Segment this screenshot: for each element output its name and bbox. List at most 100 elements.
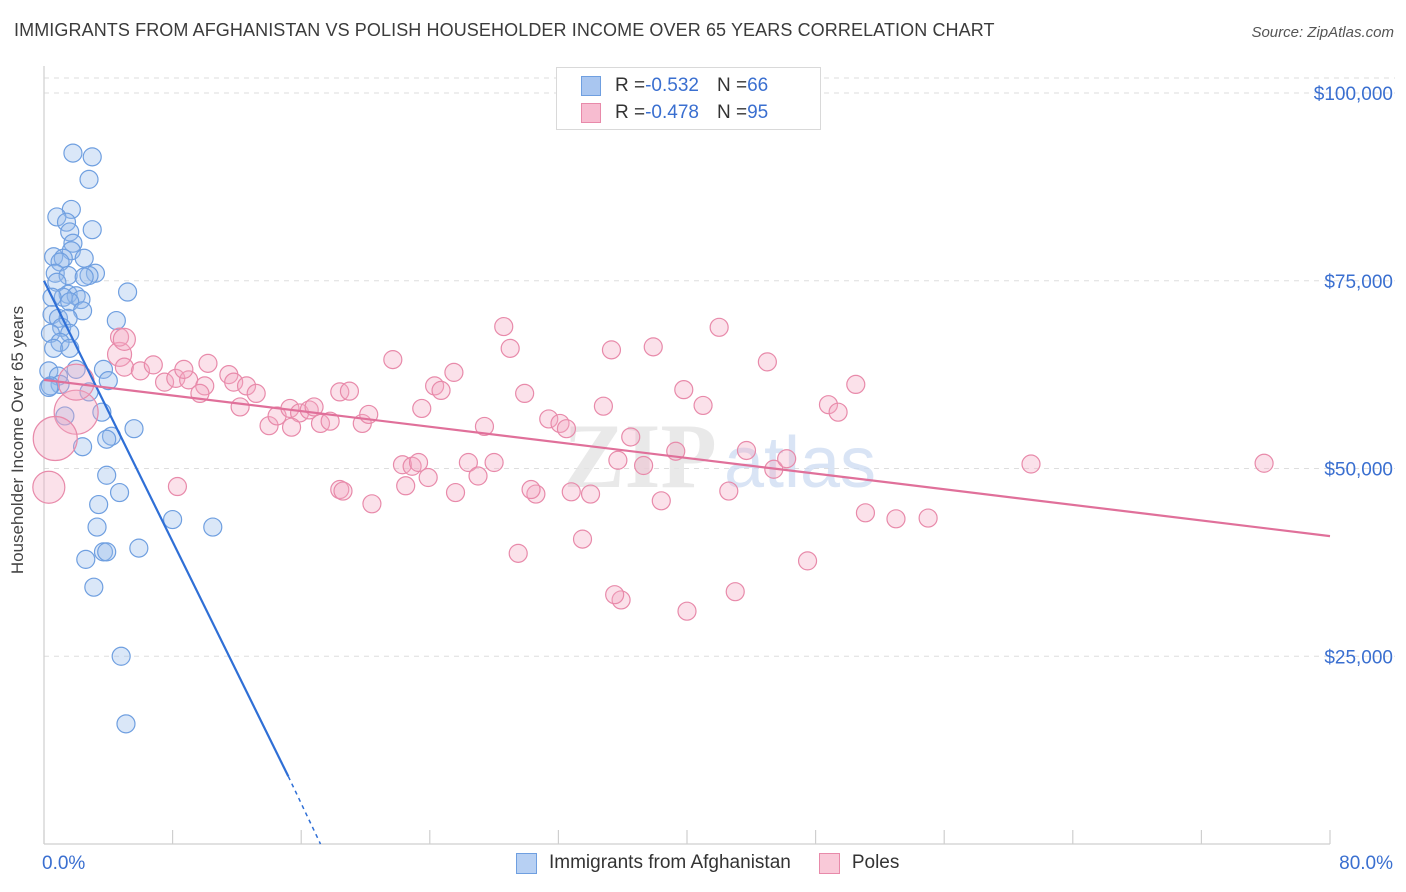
series-legend-label-poles: Poles [851, 852, 900, 873]
afghanistan-point [106, 310, 126, 331]
afghanistan-point [109, 482, 130, 503]
y-tick-label: $25,000 [1324, 647, 1393, 668]
poles-point [174, 359, 194, 379]
poles-point [106, 341, 133, 367]
afghanistan-trend-extension [287, 776, 322, 845]
x-tick-label: 80.0% [1339, 853, 1393, 874]
poles-point [339, 381, 360, 401]
poles-point [320, 411, 340, 431]
legend-r-label: R = [615, 75, 646, 96]
legend-swatch-poles [581, 103, 601, 123]
y-tick-label: $100,000 [1314, 84, 1393, 105]
poles-point [198, 353, 218, 373]
afghanistan-point [82, 220, 102, 240]
poles-point [539, 409, 559, 429]
poles-point [828, 402, 848, 422]
poles-point [797, 551, 818, 571]
afghanistan-point [87, 517, 107, 537]
afghanistan-point [72, 437, 93, 457]
poles-point [431, 380, 451, 401]
poles-point [408, 452, 429, 473]
poles-point [468, 466, 488, 486]
legend-n-value: 66 [747, 75, 769, 96]
poles-point [572, 529, 593, 549]
poles-point [474, 416, 495, 437]
poles-point [561, 482, 581, 502]
poles-point [330, 479, 350, 500]
legend-r-value: -0.532 [645, 75, 699, 96]
poles-point [918, 508, 938, 528]
legend-swatch-afghanistan [581, 76, 601, 96]
afghanistan-point [93, 359, 114, 379]
series-legend-item-poles: Poles [818, 852, 900, 874]
series-legend: Immigrants from Afghanistan Poles [516, 852, 927, 874]
poles-point [458, 452, 478, 473]
afghanistan-point [44, 247, 64, 267]
poles-point [855, 503, 876, 523]
afghanistan-point [98, 371, 118, 391]
afghanistan-point [79, 169, 99, 189]
poles-point [143, 355, 163, 375]
afghanistan-point [82, 147, 102, 167]
poles-point [396, 476, 416, 496]
poles-point [550, 413, 570, 434]
poles-point [53, 389, 99, 435]
poles-point [112, 327, 136, 351]
afghanistan-point [47, 207, 67, 227]
poles-point [333, 481, 353, 501]
afghanistan-point [163, 509, 183, 530]
afghanistan-point [97, 542, 117, 562]
poles-point [392, 455, 413, 475]
afghanistan-point [97, 465, 117, 485]
series-legend-label-afghanistan: Immigrants from Afghanistan [549, 852, 791, 873]
poles-point [236, 376, 257, 396]
poles-point [362, 494, 382, 514]
afghanistan-point [84, 577, 104, 597]
poles-point [674, 380, 694, 400]
watermark-zip: ZIP [563, 405, 716, 507]
chart-title: IMMIGRANTS FROM AFGHANISTAN VS POLISH HO… [14, 20, 995, 40]
afghanistan-point [60, 338, 80, 358]
poles-point [246, 383, 266, 404]
poles-trend-line [43, 378, 1331, 538]
poles-point [224, 372, 244, 392]
afghanistan-point [39, 377, 59, 398]
source-label: Source: ZipAtlas.com [1251, 24, 1394, 41]
poles-point [736, 440, 757, 461]
poles-point [484, 452, 504, 473]
legend-r-label: R = [615, 102, 646, 123]
legend-n-value: 95 [747, 102, 769, 123]
afghanistan-point [97, 429, 117, 449]
legend-n-label: N = [716, 75, 748, 96]
poles-point [725, 582, 745, 602]
poles-point [608, 450, 628, 470]
afghanistan-point [203, 517, 223, 537]
afghanistan-point [76, 549, 96, 569]
poles-point [556, 419, 577, 439]
y-tick-label: $75,000 [1324, 272, 1393, 293]
afghanistan-point [89, 494, 109, 515]
poles-point [114, 357, 134, 377]
poles-point [633, 455, 654, 476]
poles-point [580, 484, 601, 504]
afghanistan-point [74, 267, 94, 287]
y-tick-label: $50,000 [1324, 460, 1393, 481]
afghanistan-point [63, 233, 83, 253]
poles-point [693, 395, 713, 416]
series-legend-item-afghanistan: Immigrants from Afghanistan [516, 852, 791, 874]
poles-point [709, 317, 729, 337]
afghanistan-point [74, 248, 94, 268]
poles-point [846, 374, 866, 394]
afghanistan-point [63, 143, 83, 163]
poles-point [886, 509, 906, 529]
poles-point [383, 350, 403, 370]
afghanistan-point [50, 374, 70, 394]
poles-point [611, 590, 631, 610]
poles-point [418, 467, 438, 488]
afghanistan-point [60, 222, 80, 242]
legend-row-poles: R = -0.478 N = 95 [581, 100, 768, 126]
poles-point [494, 316, 514, 337]
correlation-legend: R = -0.532 N = 66 R = -0.478 N = 95 [556, 67, 821, 130]
poles-point [281, 417, 302, 437]
